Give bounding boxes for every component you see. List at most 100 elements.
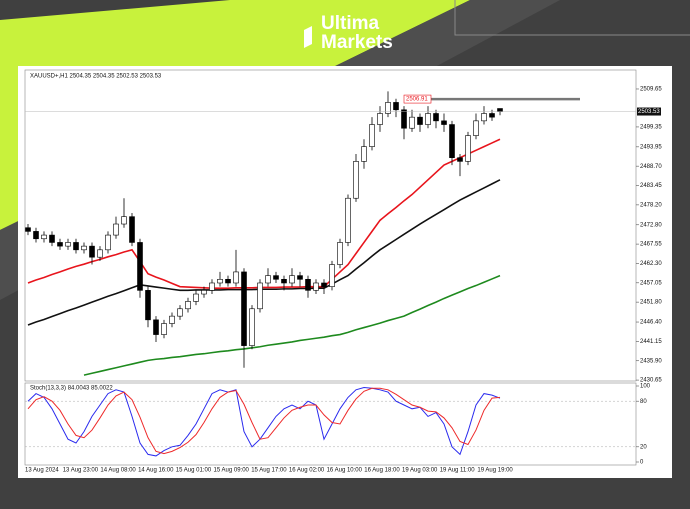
candle-body (273, 275, 279, 280)
candle-body (441, 120, 447, 125)
candle-body (177, 308, 183, 317)
resistance-label: 2506.91 (406, 97, 428, 103)
y-tick-label: 2435.90 (640, 358, 662, 364)
candle-body (193, 293, 199, 302)
candle-body (217, 278, 223, 284)
x-tick-label: 16 Aug 18:00 (364, 468, 400, 474)
candle-body (417, 116, 423, 125)
candle-body (161, 323, 167, 335)
candle-body (249, 308, 255, 346)
line-series (83, 274, 501, 376)
x-tick-label: 13 Aug 23:00 (63, 468, 99, 474)
candle-body (105, 234, 111, 251)
candle-body (137, 242, 143, 291)
x-tick-label: 19 Aug 03:00 (402, 468, 438, 474)
y-tick-label: 2462.30 (640, 261, 662, 267)
candle-body (369, 124, 375, 147)
candle-body (121, 216, 127, 225)
y-tick-label: 0 (640, 460, 644, 466)
main-plot-frame (24, 69, 637, 382)
x-tick-label: 15 Aug 01:00 (176, 468, 212, 474)
candle-body (185, 301, 191, 310)
candle-body (353, 161, 359, 199)
candle-body (233, 271, 239, 284)
logo-mark (304, 26, 312, 48)
brand-name: Markets (321, 32, 393, 53)
x-tick-label: 13 Aug 2024 (25, 468, 59, 474)
y-tick-label: 2430.65 (640, 378, 662, 384)
candle-body (401, 109, 407, 129)
y-tick-label: 2457.05 (640, 280, 662, 286)
candle-body (385, 102, 391, 114)
candle-body (433, 113, 439, 122)
candle-body (113, 223, 119, 236)
candle-body (57, 242, 63, 247)
candle-body (281, 278, 287, 284)
candle-body (409, 116, 415, 129)
last-price-tag (637, 107, 661, 116)
y-tick-label: 2499.35 (640, 125, 662, 131)
candle-body (257, 282, 263, 310)
candle-body (481, 113, 487, 122)
candle-body (49, 234, 55, 243)
candle-body (297, 275, 303, 280)
candle-body (153, 319, 159, 335)
candle-body (377, 113, 383, 125)
line-series (27, 179, 501, 326)
candle-body (97, 249, 103, 258)
brand-name: Ultima (321, 13, 380, 34)
candle-body (241, 271, 247, 346)
x-tick-label: 19 Aug 11:00 (440, 468, 476, 474)
candle-body (201, 290, 207, 295)
candle-body (209, 282, 215, 291)
decor-line (454, 0, 690, 36)
y-tick-label: 2472.80 (640, 222, 662, 228)
candle-body (345, 197, 351, 243)
candle-body (449, 124, 455, 158)
candle-body (33, 231, 39, 240)
candle-body (361, 146, 367, 162)
candle-body (457, 157, 463, 162)
candle-body (89, 245, 95, 258)
candle-body (145, 290, 151, 321)
stoch-plot-frame (24, 382, 637, 466)
y-tick-label: 2478.20 (640, 202, 662, 208)
x-tick-label: 16 Aug 02:00 (289, 468, 325, 474)
y-tick-label: 2451.80 (640, 300, 662, 306)
x-tick-label: 16 Aug 10:00 (327, 468, 363, 474)
chart-panel (18, 66, 672, 478)
candle-body (73, 242, 79, 251)
x-tick-label: 15 Aug 09:00 (214, 468, 250, 474)
candle-body (313, 282, 319, 291)
line-series (27, 138, 501, 289)
last-price-label: 2503.53 (638, 109, 660, 115)
candle-body (289, 275, 295, 284)
logo: Ultima Markets (293, 13, 393, 53)
candle-body (489, 113, 495, 118)
x-tick-label: 14 Aug 08:00 (100, 468, 136, 474)
candle-body (425, 113, 431, 125)
candle-body (41, 234, 47, 240)
candle-body (497, 108, 503, 112)
y-tick-label: 2493.95 (640, 144, 662, 150)
candle-body (225, 278, 231, 284)
candle-body (265, 275, 271, 284)
candle-body (129, 216, 135, 243)
y-tick-label: 2488.70 (640, 164, 662, 170)
candle-body (337, 242, 343, 265)
candle-body (65, 242, 71, 247)
line-series (27, 387, 501, 455)
x-tick-label: 19 Aug 19:00 (477, 468, 513, 474)
candle-body (329, 264, 335, 287)
resistance-tag (403, 94, 432, 104)
candle-body (25, 227, 31, 232)
y-tick-label: 20 (640, 444, 647, 450)
candle-body (465, 135, 471, 162)
y-tick-label: 2483.45 (640, 183, 662, 189)
x-tick-label: 15 Aug 17:00 (251, 468, 287, 474)
candle-body (321, 282, 327, 287)
x-tick-label: 14 Aug 16:00 (138, 468, 174, 474)
stoch-title: Stoch(13,3,3) 84.0043 85.0022 (30, 386, 113, 392)
